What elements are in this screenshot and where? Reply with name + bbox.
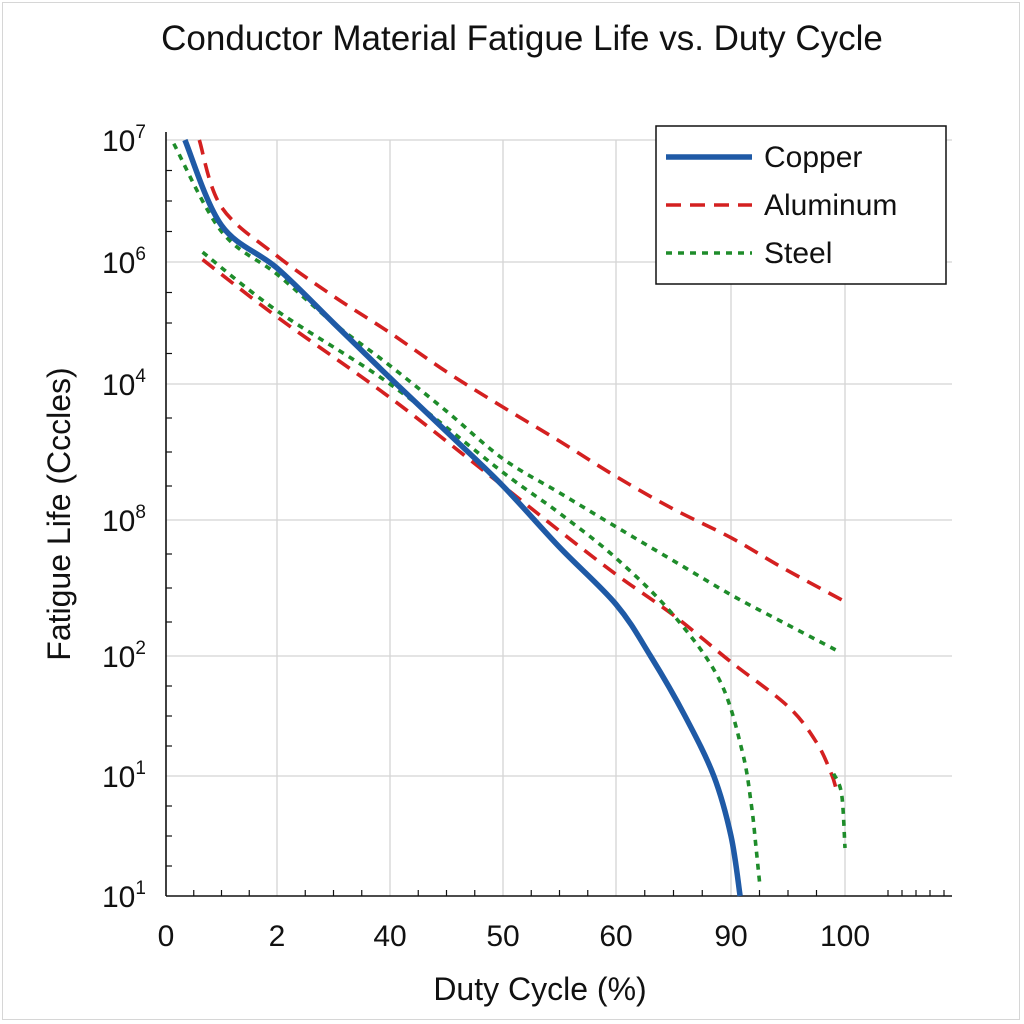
series-line-aluminum (197, 139, 846, 604)
x-tick-label: 60 (599, 920, 632, 953)
y-axis-label: Fatigue Life (Cccles) (41, 367, 77, 660)
series-line-steel (201, 250, 762, 882)
legend-label-steel: Steel (764, 237, 832, 270)
series-line-steel (831, 772, 847, 849)
y-tick-label: 101 (102, 878, 146, 914)
y-tick-label: 107 (102, 122, 146, 158)
x-tick-label: 90 (714, 920, 747, 953)
legend: Copper Aluminum Steel (655, 125, 947, 285)
x-tick-label: 50 (486, 920, 519, 953)
x-axis-label: Duty Cycle (%) (433, 971, 646, 1007)
x-tick-labels: 0 2 40 50 60 90 100 (158, 920, 870, 953)
x-tick-label: 100 (820, 920, 870, 953)
series-line-aluminum (201, 258, 838, 789)
y-tick-labels: 107 106 104 108 102 101 101 (102, 122, 146, 914)
legend-label-copper: Copper (764, 141, 862, 174)
series-line-steel (172, 142, 838, 653)
x-tick-label: 0 (158, 920, 175, 953)
x-tick-label: 2 (269, 920, 286, 953)
y-tick-label: 108 (102, 502, 146, 538)
chart-title: Conductor Material Fatigue Life vs. Duty… (161, 19, 883, 58)
y-tick-label: 104 (102, 366, 146, 402)
y-tick-label: 106 (102, 244, 146, 280)
x-tick-label: 40 (373, 920, 406, 953)
legend-label-aluminum: Aluminum (764, 189, 897, 222)
series-group (172, 138, 847, 897)
y-tick-label: 102 (102, 638, 146, 674)
y-tick-label: 101 (102, 758, 146, 794)
axes (165, 132, 952, 897)
series-line-copper (182, 138, 743, 897)
